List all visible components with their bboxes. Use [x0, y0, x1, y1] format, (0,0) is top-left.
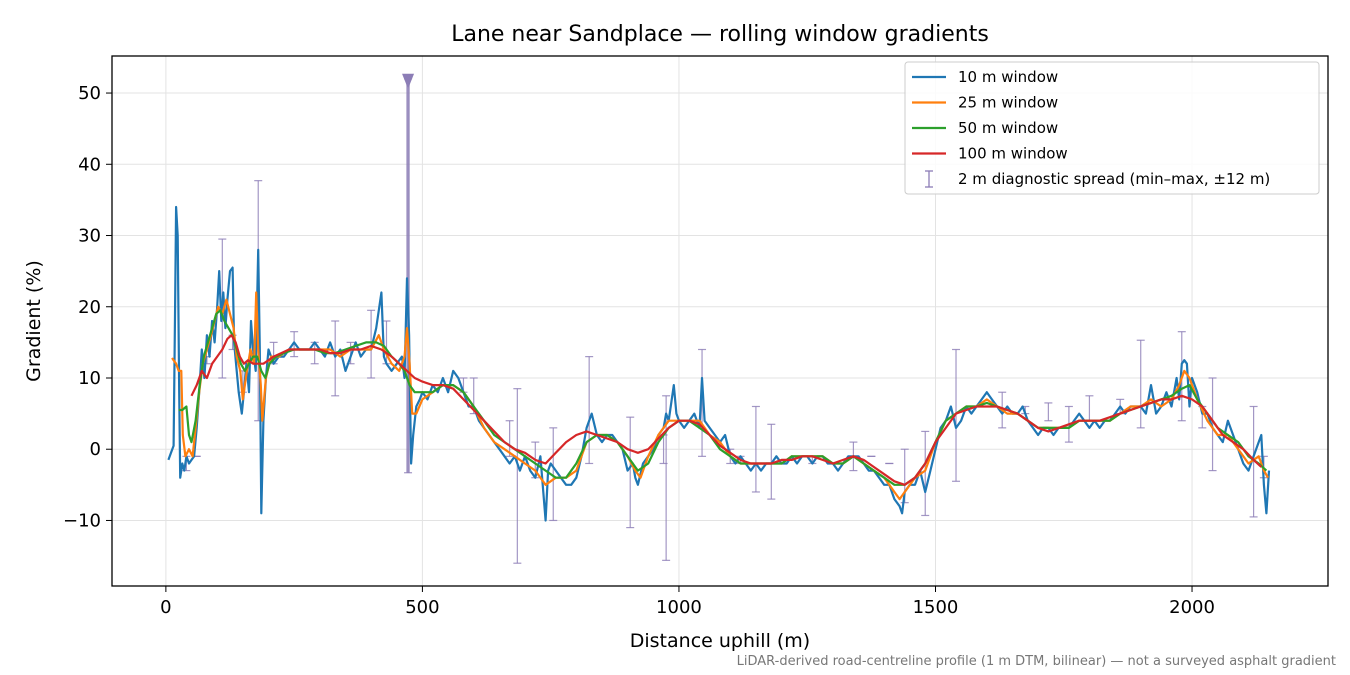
plot-frame — [111, 55, 1329, 587]
series-lines — [167, 205, 1271, 522]
x-tick-label: 2000 — [1169, 597, 1215, 618]
y-tick-label: 20 — [78, 297, 101, 318]
legend-label: 50 m window — [958, 119, 1058, 137]
legend-label: 25 m window — [958, 94, 1058, 112]
series-line-10m — [167, 205, 1271, 522]
chart-title: Lane near Sandplace — rolling window gra… — [451, 22, 989, 47]
y-tick-label: 40 — [78, 154, 101, 175]
y-tick-label: 30 — [78, 226, 101, 247]
legend-label: 2 m diagnostic spread (min–max, ±12 m) — [958, 170, 1270, 188]
legend-label: 100 m window — [958, 145, 1068, 163]
y-tick-label: −10 — [63, 510, 101, 531]
x-tick-label: 500 — [405, 597, 439, 618]
x-tick-label: 1500 — [913, 597, 959, 618]
grid-lines — [112, 56, 1328, 586]
outlier-marker — [402, 73, 415, 89]
x-tick-label: 0 — [160, 597, 171, 618]
series-line-100m — [190, 334, 1263, 486]
footnote: LiDAR-derived road-centreline profile (1… — [737, 654, 1336, 669]
x-axis-ticks: 0 500 1000 1500 2000 — [160, 586, 1215, 618]
legend-label: 10 m window — [958, 68, 1058, 86]
legend: 10 m window 25 m window 50 m window 100 m w… — [904, 61, 1320, 195]
y-tick-label: 50 — [78, 83, 101, 104]
y-axis-ticks: −10 0 10 20 30 40 50 — [63, 83, 112, 531]
x-axis-label: Distance uphill (m) — [630, 630, 810, 652]
y-tick-label: 0 — [90, 439, 101, 460]
x-tick-label: 1000 — [656, 597, 702, 618]
series-line-50m — [178, 309, 1268, 486]
y-axis-label: Gradient (%) — [23, 260, 45, 382]
legend-frame — [904, 61, 1320, 195]
y-tick-label: 10 — [78, 368, 101, 389]
